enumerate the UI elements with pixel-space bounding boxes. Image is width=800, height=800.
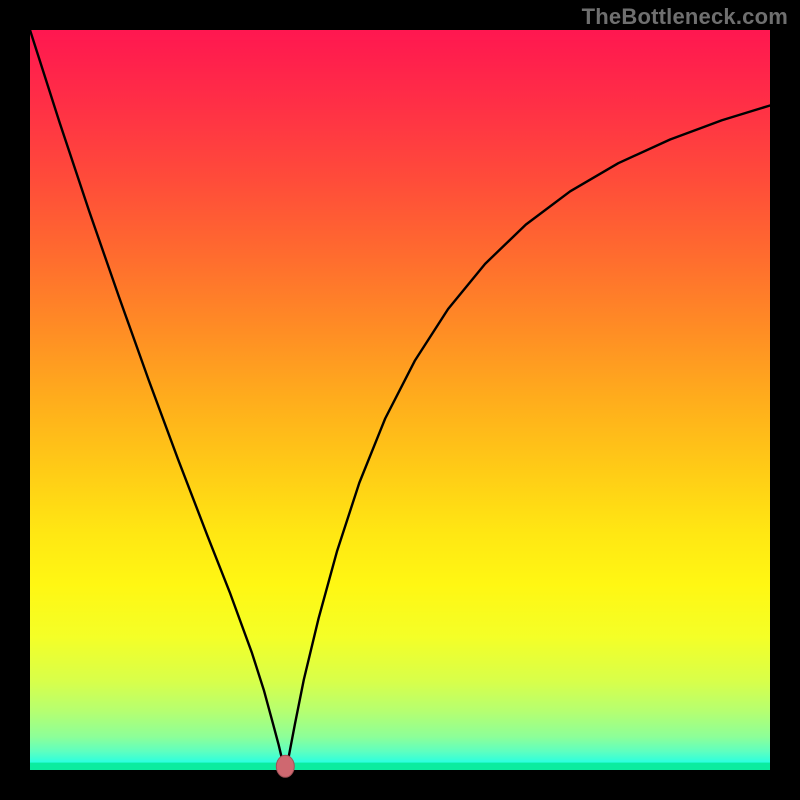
chart-svg [0, 0, 800, 800]
min-marker [276, 755, 294, 777]
plot-background [30, 30, 770, 770]
floor-strip [30, 763, 770, 770]
figure-root: TheBottleneck.com [0, 0, 800, 800]
watermark-text: TheBottleneck.com [582, 4, 788, 30]
